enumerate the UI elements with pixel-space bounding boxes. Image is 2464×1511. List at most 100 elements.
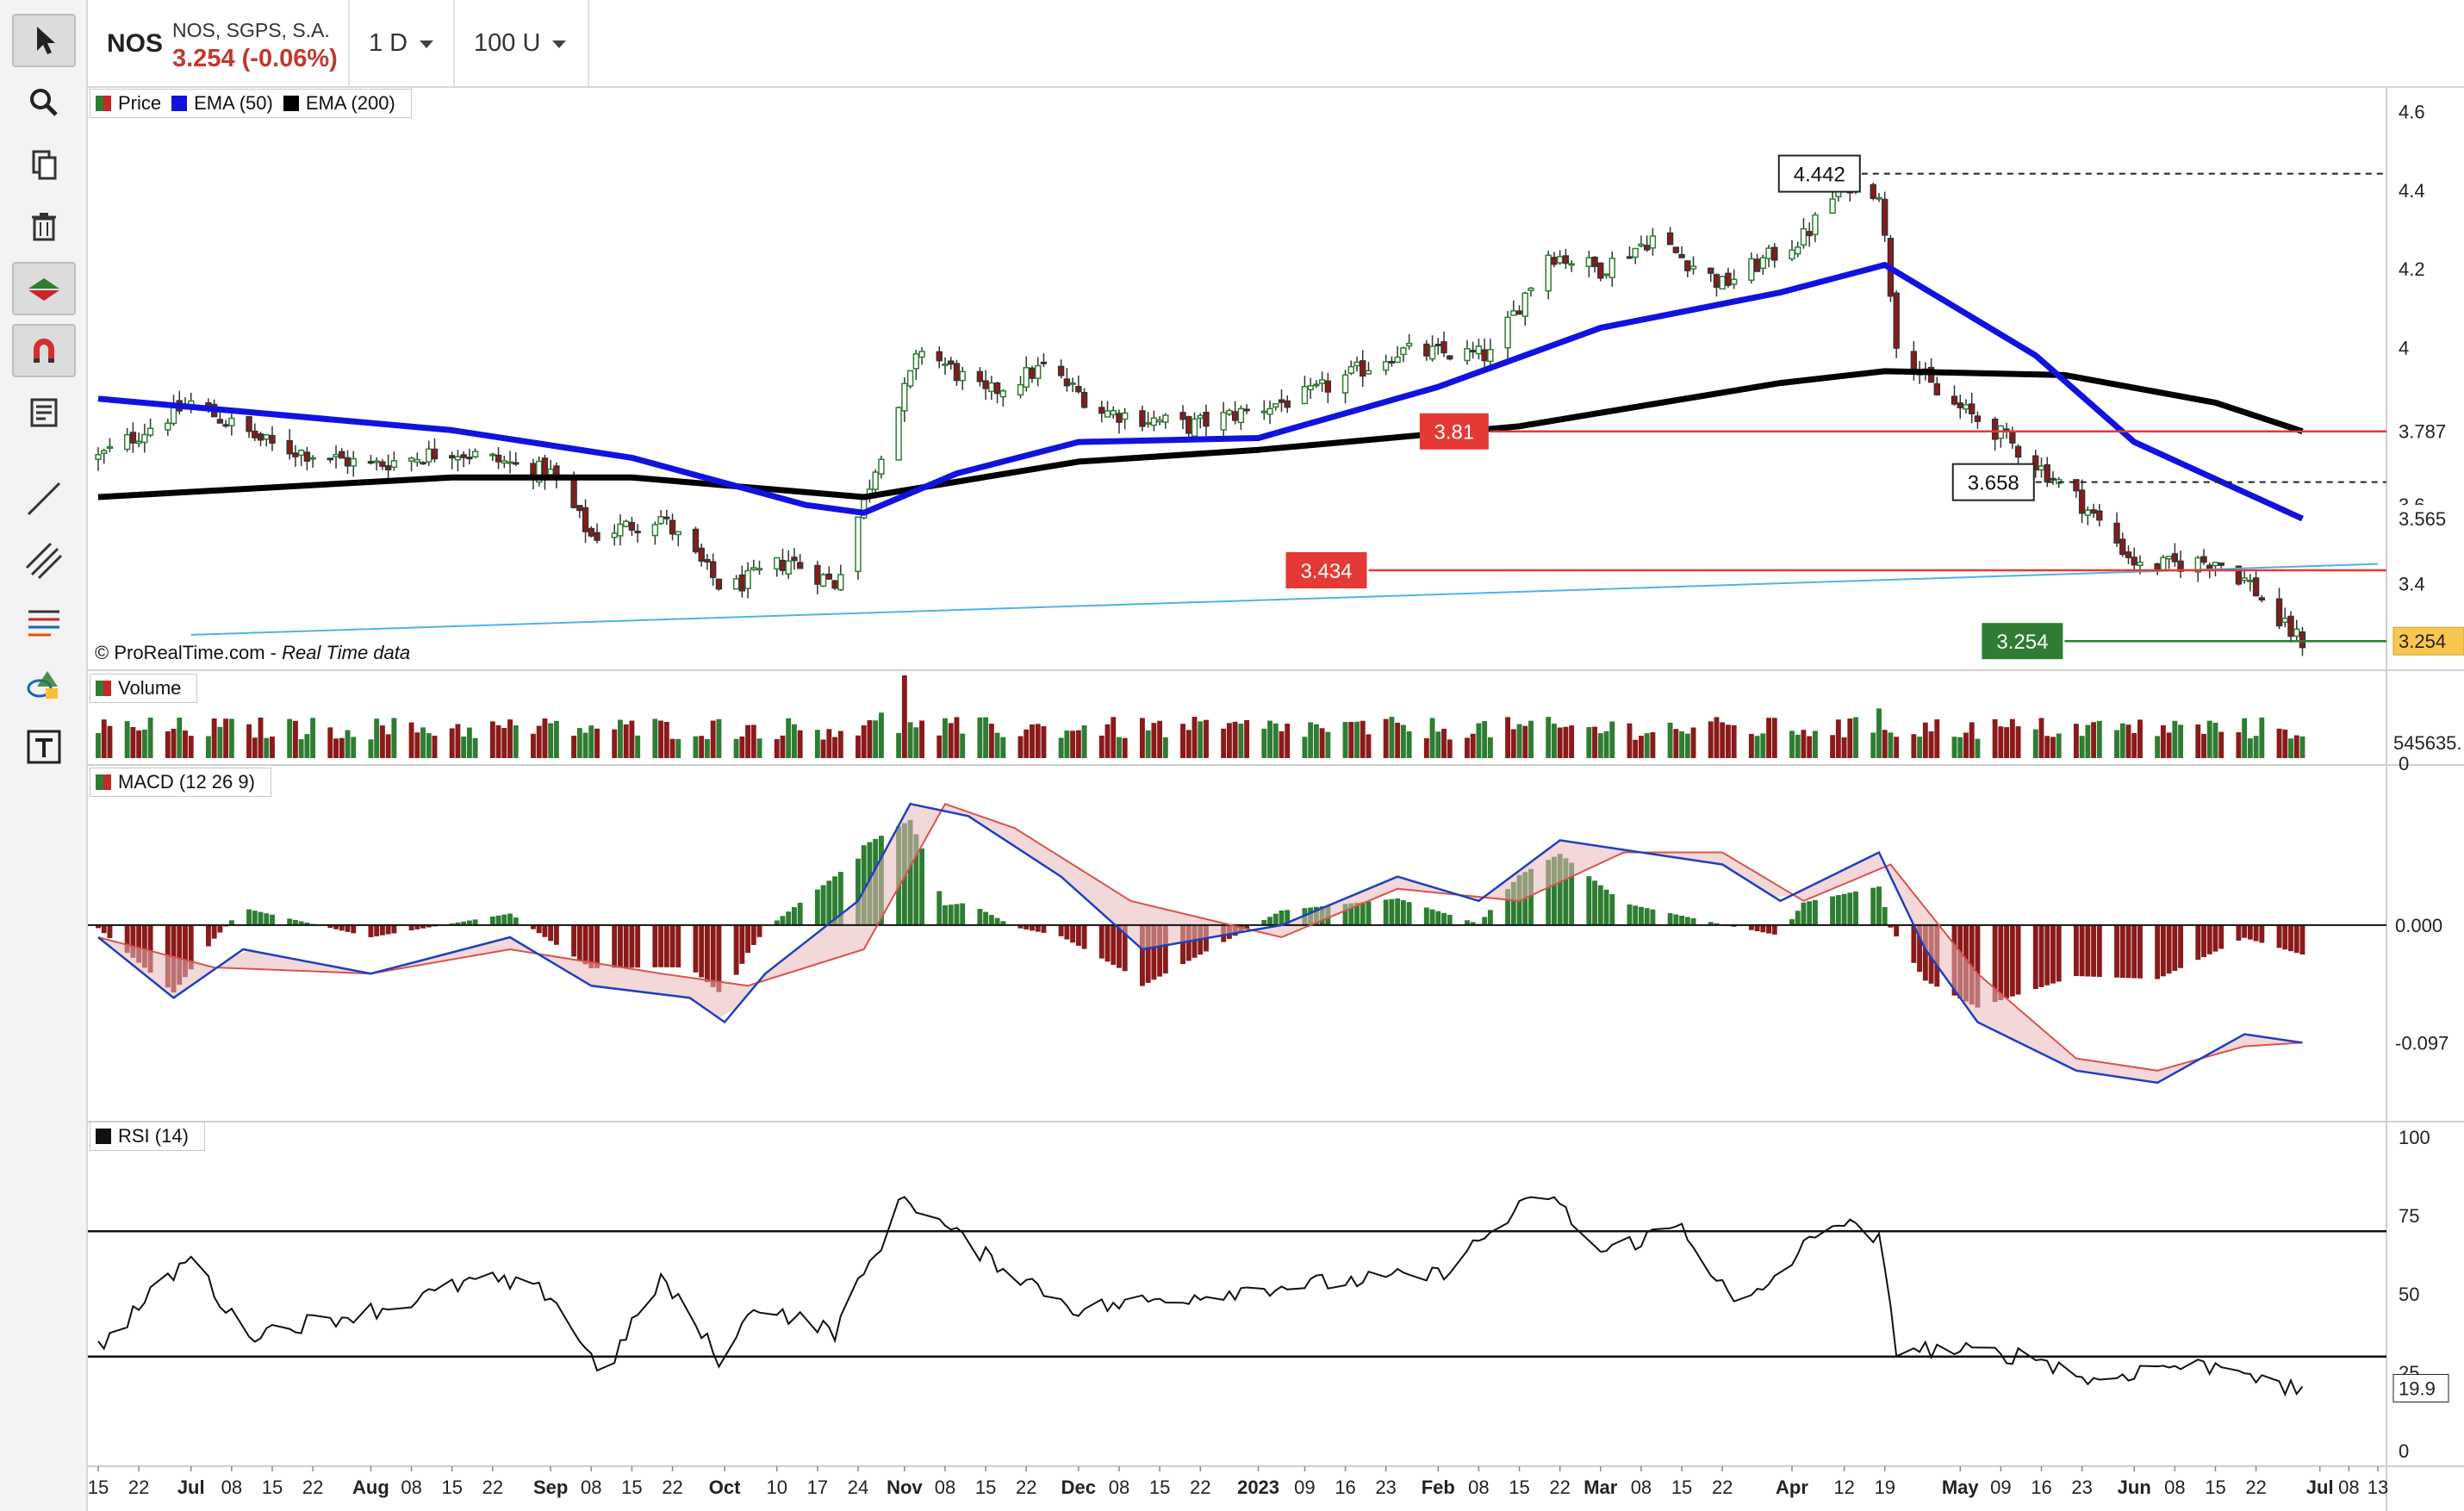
chart-area[interactable]: 4.64.44.243.63.4545635.00.000-0.09710075…: [88, 88, 2464, 1511]
instrument-selector[interactable]: NOS NOS, SGPS, S.A. 3.254 (-0.06%): [88, 0, 350, 86]
volume-bar: [1238, 724, 1244, 758]
volume-bar: [1058, 737, 1064, 758]
macd-histogram-bar: [1679, 915, 1685, 925]
candle-body: [663, 516, 670, 519]
macd-histogram-bar: [635, 924, 641, 968]
volume-bar: [1633, 739, 1639, 758]
macd-histogram-bar: [1000, 921, 1006, 925]
trend-tool[interactable]: [12, 262, 76, 315]
fibonacci-tool[interactable]: [12, 596, 76, 650]
volume-bar: [2259, 717, 2265, 758]
candle-body: [692, 528, 700, 553]
volume-bar: [1725, 724, 1731, 758]
volume-bar: [1748, 733, 1754, 758]
x-tick-label: Dec: [1061, 1477, 1096, 1498]
macd-histogram-bar: [426, 924, 432, 928]
copy-tool[interactable]: [12, 138, 76, 191]
macd-histogram-bar: [571, 924, 577, 957]
drawing-toolbar: [0, 0, 88, 1511]
candle-body: [2165, 556, 2173, 560]
macd-histogram-bar: [2114, 924, 2119, 978]
object-list-tool[interactable]: [12, 386, 76, 439]
candle-body: [1951, 395, 1958, 405]
macd-histogram-bar: [629, 924, 635, 968]
x-tick-label: 19: [1874, 1477, 1895, 1498]
macd-histogram-bar: [501, 914, 507, 925]
macd-histogram-bar: [1830, 896, 1836, 925]
volume-bar: [246, 724, 252, 758]
ema50-axis-value-box: [2393, 505, 2464, 533]
volume-bar: [1279, 731, 1285, 758]
macd-histogram-bar: [1888, 924, 1894, 928]
macd-histogram-bar: [1465, 920, 1470, 925]
candle-body: [2096, 510, 2103, 521]
macd-histogram-bar: [913, 834, 919, 925]
candle-body: [825, 573, 833, 580]
candle-body: [988, 382, 995, 393]
candle-body: [675, 531, 681, 536]
candle-body: [536, 460, 543, 483]
pointer-tool[interactable]: [12, 14, 76, 67]
volume-bar: [919, 720, 925, 758]
macd-histogram-bar: [1487, 910, 1493, 925]
volume-bar: [1081, 725, 1087, 758]
delete-tool[interactable]: [12, 200, 76, 253]
shapes-tool[interactable]: [12, 658, 76, 712]
candle-body: [1481, 349, 1488, 362]
volume-bar: [339, 737, 345, 758]
volume-bar: [2137, 719, 2143, 758]
volume-bar: [1673, 729, 1679, 758]
last-price-axis-value: 3.254: [2399, 631, 2446, 652]
volume-bar: [1487, 737, 1493, 758]
candle-body: [2293, 628, 2300, 637]
volume-bar: [1928, 731, 1934, 758]
macd-histogram-bar: [954, 904, 960, 925]
macd-histogram-bar: [1104, 924, 1111, 962]
candle-body: [918, 351, 925, 358]
x-tick-label: 08: [1109, 1477, 1129, 1498]
volume-bar: [252, 737, 258, 758]
volume-bar: [1151, 723, 1157, 758]
volume-bar: [1998, 726, 2004, 758]
candle-body: [611, 532, 618, 538]
candle-body: [1301, 386, 1309, 405]
candle-body: [2194, 557, 2201, 573]
macd-histogram-bar: [292, 919, 298, 925]
candle-body: [1521, 292, 1528, 317]
candle-body: [123, 433, 131, 451]
x-tick-label: 08: [581, 1477, 601, 1498]
volume-bar: [542, 718, 548, 758]
volume-bar: [1221, 728, 1227, 758]
candle-body: [471, 451, 479, 457]
volume-bar: [1285, 724, 1291, 758]
macd-histogram-bar: [1024, 924, 1030, 930]
units-dropdown[interactable]: 100 U: [455, 0, 589, 86]
line-tool[interactable]: [12, 472, 76, 525]
candle-body: [1324, 380, 1332, 393]
volume-bar: [1075, 730, 1081, 758]
level-label-box: [1777, 154, 1861, 193]
macd-histogram-bar: [2009, 924, 2015, 997]
channel-tool[interactable]: [12, 534, 76, 588]
ema50-swatch: [171, 96, 188, 111]
trend-line: [190, 563, 2379, 636]
volume-bar: [786, 718, 792, 758]
x-tick-label: 22: [1190, 1477, 1210, 1498]
candle-body: [1447, 355, 1453, 360]
zoom-tool[interactable]: [12, 76, 76, 129]
volume-bar: [188, 736, 194, 758]
macd-histogram-bar: [1597, 885, 1603, 925]
volume-bar: [1754, 736, 1760, 758]
magnet-tool[interactable]: [12, 324, 76, 377]
volume-bar: [977, 717, 983, 758]
macd-histogram-bar: [553, 924, 559, 945]
macd-histogram-bar: [1035, 924, 1041, 932]
text-tool[interactable]: [12, 720, 76, 774]
macd-histogram-bar: [531, 924, 536, 930]
x-tick-label: Sep: [533, 1477, 568, 1498]
macd-histogram-bar: [1505, 889, 1511, 925]
timeframe-dropdown[interactable]: 1 D: [350, 0, 455, 86]
macd-histogram-bar: [739, 924, 745, 964]
candle-body: [1882, 198, 1888, 236]
volume-bar: [2178, 724, 2184, 758]
